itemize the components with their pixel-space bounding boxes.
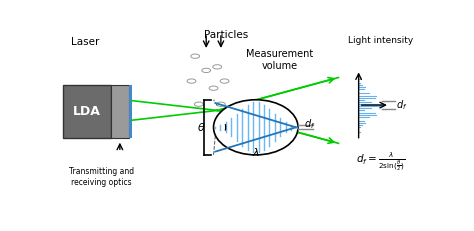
Bar (129, 85, 132, 138)
Ellipse shape (213, 100, 298, 155)
Text: Transmitting and
receiving optics: Transmitting and receiving optics (69, 167, 134, 187)
Text: LDA: LDA (73, 105, 101, 118)
Text: Measurement
volume: Measurement volume (246, 49, 313, 70)
Text: Light intensity: Light intensity (348, 36, 413, 45)
Text: $\theta$: $\theta$ (198, 121, 206, 133)
Text: $d_f$: $d_f$ (303, 117, 315, 131)
Text: $d_f = \frac{\lambda}{2\sin(\frac{\theta}{2})}$: $d_f = \frac{\lambda}{2\sin(\frac{\theta… (356, 150, 405, 173)
Bar (110, 85, 129, 138)
Bar (63, 85, 110, 138)
Text: $d_f$: $d_f$ (396, 98, 408, 112)
Text: $\lambda$: $\lambda$ (252, 146, 260, 158)
Text: Particles: Particles (204, 30, 248, 40)
Text: Laser: Laser (71, 37, 99, 47)
